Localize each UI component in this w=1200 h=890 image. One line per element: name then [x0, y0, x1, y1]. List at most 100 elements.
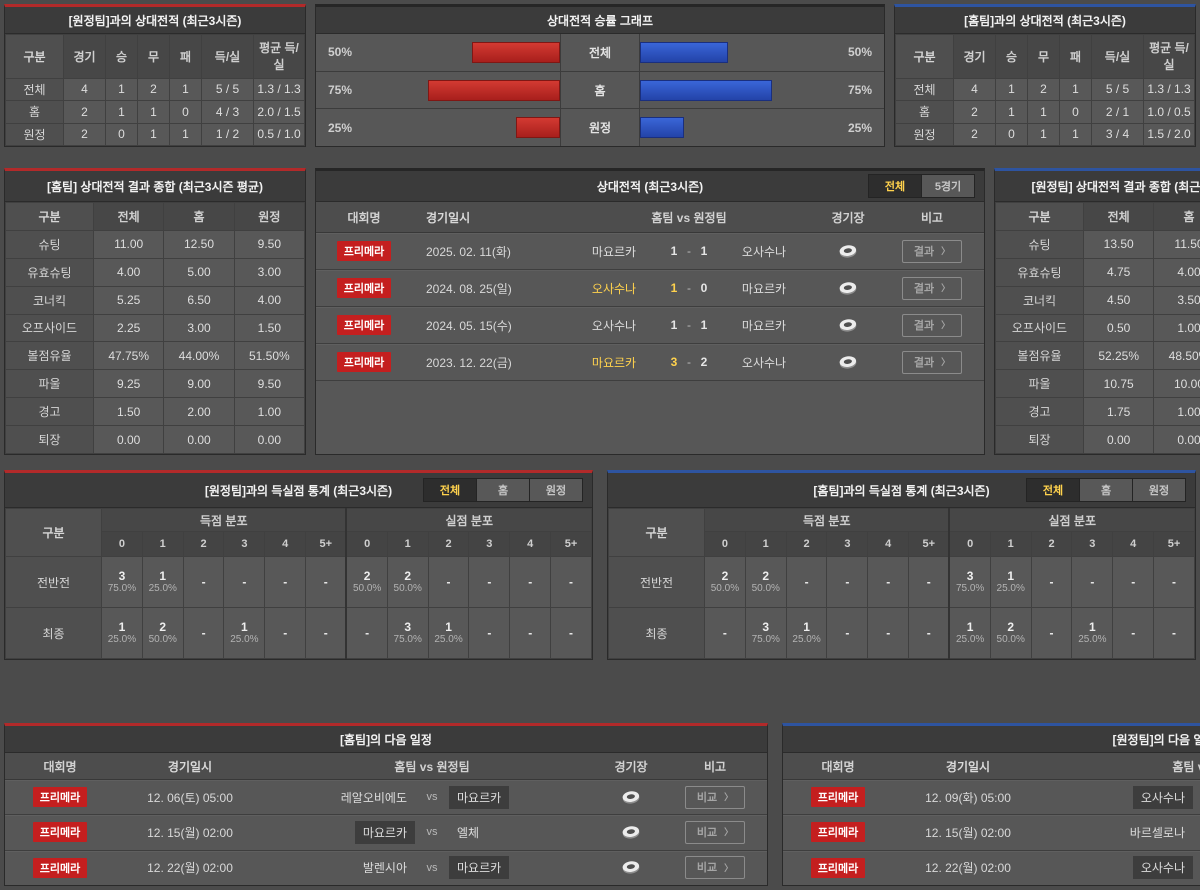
table-row: 원정 2 0 1 1 1 / 2 0.5 / 1.0 — [5, 122, 305, 147]
compare-button[interactable]: 비교 〉 — [684, 820, 746, 844]
result-button[interactable]: 결과 〉 — [901, 239, 963, 263]
column-header: 3 — [468, 531, 511, 557]
row-label: 퇴장 — [995, 425, 1084, 454]
away-team-name: 오사수나 — [741, 244, 787, 259]
tab-all[interactable]: 전체 — [424, 479, 476, 501]
cell: 1.3 / 1.3 — [253, 77, 305, 102]
home-team-name: 오사수나 — [1132, 856, 1193, 880]
compare-button[interactable]: 비교 〉 — [684, 785, 746, 809]
row-label: 전반전 — [5, 556, 102, 608]
cell: 2 — [63, 100, 106, 124]
cell: 1 — [995, 77, 1028, 102]
cell: 2 — [137, 77, 170, 102]
chart-row: 75% 홈 75% — [316, 71, 884, 110]
result-button[interactable]: 결과 〉 — [901, 350, 963, 374]
cell: 2.25 — [92, 313, 165, 343]
column-header: 패 — [169, 34, 202, 79]
cell: 0.5 / 1.0 — [253, 122, 305, 147]
count: - — [1049, 575, 1054, 589]
tab-home[interactable]: 홈 — [476, 479, 529, 501]
cell: 1 — [137, 122, 170, 147]
column-header: 1 — [141, 531, 184, 557]
column-header: 득/실 — [1091, 34, 1144, 79]
cell: - — [182, 607, 225, 659]
cell: 51.50% — [233, 341, 306, 371]
count: 1 — [159, 569, 167, 583]
left-bar-track — [384, 72, 560, 109]
column-header: 0 — [704, 531, 746, 557]
stadium-icon[interactable] — [620, 859, 642, 877]
cell: - — [1153, 607, 1195, 659]
column-header: 무 — [1027, 34, 1060, 79]
column-header: 경기일시 — [945, 759, 991, 774]
count: 2 — [363, 569, 371, 583]
cell: 1.75 — [1082, 397, 1155, 426]
cell: 1 — [1027, 100, 1060, 124]
column-header: 5+ — [1153, 531, 1195, 557]
percent: 50.0% — [148, 634, 177, 645]
away-team-name: 마요르카 — [449, 856, 510, 880]
row-label: 볼점유율 — [995, 341, 1084, 371]
cell: 11.50 — [1153, 229, 1200, 259]
cell: 1 — [1059, 122, 1092, 147]
column-header: 무 — [137, 34, 170, 79]
tab-home[interactable]: 홈 — [1079, 479, 1132, 501]
stadium-icon[interactable] — [837, 353, 859, 371]
cell: 0.00 — [163, 425, 235, 454]
cell: 6.50 — [163, 285, 235, 315]
tab-all[interactable]: 전체 — [869, 175, 921, 197]
home-score: 1 — [670, 281, 678, 295]
panel-h2h-matches: 상대전적 (최근3시즌) 전체 5경기 대회명 경기일시 홈팀 vs 원정팀 경… — [315, 168, 985, 455]
table-row: 볼점유율 47.75% 44.00% 51.50% — [5, 341, 306, 371]
count: 2 — [1007, 620, 1015, 634]
column-header: 평균 득/실 — [253, 34, 305, 79]
count: - — [201, 626, 206, 640]
cell: 10.75 — [1082, 369, 1155, 399]
match-row: 프리메라 2025. 02. 11(화) 마요르카 1 - 1 오사수나 결과 〉 — [316, 233, 984, 270]
count: 1 — [118, 620, 126, 634]
row-label: 파울 — [5, 369, 94, 399]
count: - — [1172, 575, 1177, 589]
row-label: 퇴장 — [5, 425, 94, 454]
result-button[interactable]: 결과 〉 — [901, 276, 963, 300]
cell: - — [785, 556, 828, 608]
result-button[interactable]: 결과 〉 — [901, 313, 963, 337]
schedule-row: 프리메라 12. 15(월) 02:00 마요르카 vs 엘체 비교 〉 — [5, 815, 767, 851]
row-label: 오프사이드 — [995, 313, 1084, 343]
stadium-icon[interactable] — [837, 279, 859, 297]
stadium-icon[interactable] — [837, 316, 859, 334]
tab-last5[interactable]: 5경기 — [921, 175, 974, 197]
compare-button[interactable]: 비교 〉 — [684, 856, 746, 880]
cell: 9.25 — [92, 369, 165, 399]
tab-away[interactable]: 원정 — [1132, 479, 1185, 501]
column-header: 홈팀 vs 원정팀 — [1172, 759, 1200, 774]
chevron-right-icon: 〉 — [941, 320, 951, 330]
stadium-icon[interactable] — [620, 788, 642, 806]
tab-away[interactable]: 원정 — [529, 479, 582, 501]
cell: - — [223, 556, 266, 608]
left-bar-track — [384, 34, 560, 71]
stadium-icon[interactable] — [837, 242, 859, 260]
table-row: 최종 - 3 75.0% 1 25.0% - - - 1 25.0% 2 50.0% -… — [608, 607, 1195, 659]
league-badge: 프리메라 — [810, 787, 866, 808]
match-row: 프리메라 2024. 05. 15(수) 오사수나 1 - 1 마요르카 결과 〉 — [316, 307, 984, 344]
home-winrate-bar — [516, 117, 560, 139]
tab-all[interactable]: 전체 — [1027, 479, 1079, 501]
count: - — [926, 626, 931, 640]
row-label: 원정 — [895, 122, 954, 147]
row-label: 최종 — [5, 607, 102, 659]
cell: 52.25% — [1082, 341, 1155, 371]
column-header: 5+ — [550, 531, 592, 557]
cell: 1 25.0% — [1071, 607, 1114, 659]
cell: - — [867, 556, 910, 608]
match-teams: 마요르카 vs 엘체 — [265, 820, 599, 844]
panel-title: [홈팀]과의 득실점 통계 (최근3시즌) 전체 홈 원정 — [608, 473, 1195, 508]
cell: 1 25.0% — [101, 607, 143, 659]
table-header-row: 구분 전체 홈 원정 — [5, 202, 306, 231]
stadium-icon[interactable] — [620, 824, 642, 842]
away-team-name: 오사수나 — [741, 355, 787, 370]
